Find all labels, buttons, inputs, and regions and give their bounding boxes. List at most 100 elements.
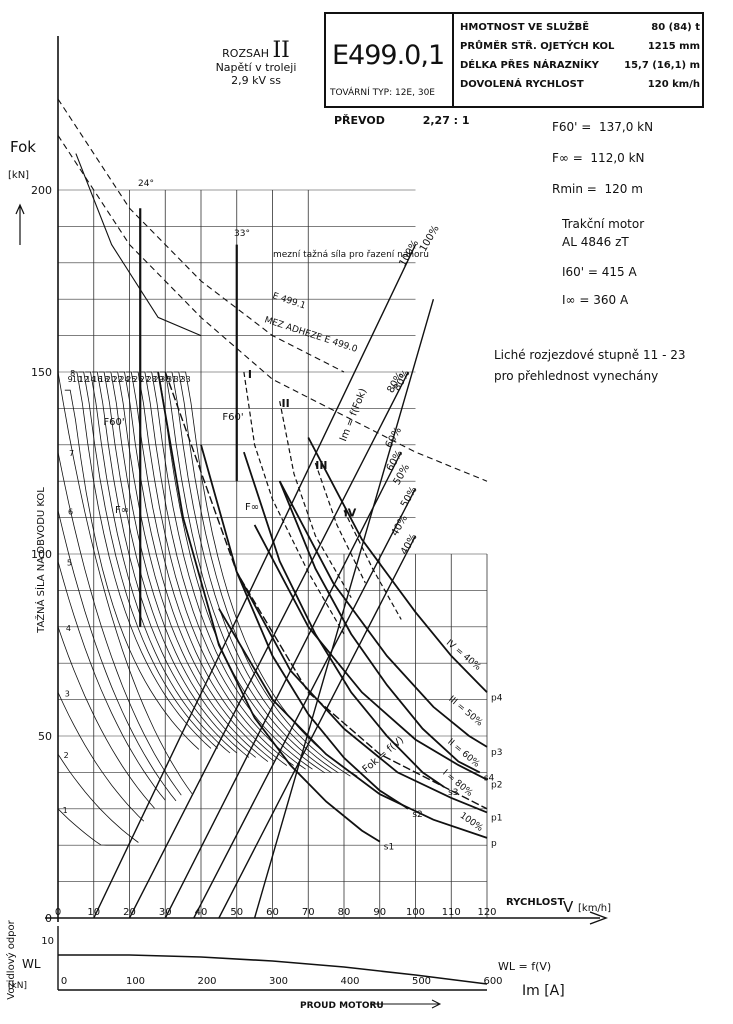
current-tick-label: 400 — [340, 976, 359, 987]
run-step-curve — [243, 451, 445, 788]
current-tick-label: 500 — [412, 976, 431, 987]
motor-iinf: I∞ = 360 A — [562, 293, 629, 307]
spec-box: E499.0,1 TOVÁRNÍ TYP: 12E, 30E HMOTNOST … — [324, 12, 704, 108]
step-label: 20 — [106, 375, 116, 384]
x-axis-label: RYCHLOST — [506, 897, 564, 908]
y-tick-label: 0 — [45, 912, 52, 925]
run-step-label: s4 — [484, 773, 495, 783]
x-axis-symbol: V — [563, 898, 574, 916]
run-step-curve — [278, 480, 481, 774]
run-step-curve — [307, 437, 488, 693]
shift-limit-curve — [75, 153, 202, 337]
step-label: 8 — [70, 369, 75, 378]
step-label: 7 — [69, 449, 74, 458]
step-label: 4 — [66, 624, 71, 633]
resistance-curve — [58, 954, 488, 985]
step-label: 25 — [126, 375, 136, 384]
run-step-curve — [278, 480, 488, 748]
spec-row: PRŮMĚR STŘ. OJETÝCH KOL 1215 mm — [460, 41, 700, 52]
step-label: 29 — [153, 375, 163, 384]
starting-step-curve — [57, 626, 155, 809]
starting-step-curve — [92, 371, 238, 754]
run-step-label: p4 — [491, 693, 503, 703]
field-limit-curve — [314, 462, 366, 584]
starting-step-curve — [166, 371, 339, 774]
step-label: 24 — [119, 375, 129, 384]
step-label: 27 — [140, 375, 150, 384]
field-percent-label: 100% — [458, 811, 485, 834]
voltage-label: Napětí v troleji — [215, 61, 297, 74]
fok-curve-label: Fok = f(V) — [361, 735, 407, 776]
starting-step-curve — [64, 389, 200, 750]
range-roman: II — [272, 38, 290, 63]
finf-marker: F∞ — [245, 502, 259, 513]
step-label: 26 — [133, 375, 143, 384]
field-percent-label: 100% — [418, 224, 442, 254]
current-line — [164, 451, 402, 919]
spec-row: DÉLKA PŘES NÁRAZNÍKY 15,7 (16,1) m — [460, 60, 700, 71]
current-tick-label: 300 — [269, 976, 288, 987]
adhesion-limit-label: MEZ ADHEZE E 499.0 — [263, 315, 359, 355]
motor-type: AL 4846 zT — [562, 235, 629, 249]
motor-title: Trakční motor — [562, 217, 645, 231]
im-curve — [253, 299, 435, 919]
step-label: 3 — [65, 689, 70, 698]
force-row: F∞ = 112,0 kN — [552, 151, 645, 165]
step-label: 1 — [63, 806, 68, 815]
y-tick-label: 50 — [38, 730, 52, 743]
step-label: 32 — [174, 375, 184, 384]
field-percent-label: 40% — [390, 513, 411, 538]
starting-step-curve — [57, 510, 177, 802]
x-tick-label: 100 — [406, 907, 425, 918]
voltage-value: 2,9 kV ss — [231, 74, 281, 87]
note-line2: pro přehlednost vynechány — [494, 369, 659, 383]
e4991-label: E 499.1 — [271, 291, 307, 311]
current-line — [93, 244, 417, 919]
x-axis-unit: [km/h] — [578, 903, 611, 914]
current-axis-label: PROUD MOTORU — [300, 1001, 384, 1011]
x-tick-label: 110 — [442, 907, 461, 918]
x-axis-arrow — [589, 911, 608, 925]
field-limit-curve — [343, 510, 402, 620]
current-line-label: 50% — [399, 485, 420, 510]
step-label: 9 — [68, 375, 73, 384]
run-step-label: p2 — [491, 781, 502, 791]
y-axis-unit: [kN] — [8, 170, 29, 181]
x-tick-label: 120 — [477, 907, 496, 918]
step-label: 28 — [147, 375, 157, 384]
step-label: 22 — [113, 375, 123, 384]
starting-step-curve — [112, 371, 269, 762]
motor-block: Trakční motor AL 4846 zT I60' = 415 A I∞… — [562, 212, 644, 312]
current-tick-label: 200 — [197, 976, 216, 987]
x-tick-label: 40 — [195, 907, 208, 918]
run-step-curve — [157, 371, 381, 843]
starting-step-curve — [119, 371, 275, 762]
starting-step-curve — [57, 371, 193, 795]
starting-step-curve — [71, 371, 212, 749]
resistance-tick-label: 10 — [41, 936, 54, 947]
range-label: ROZSAH — [222, 47, 269, 60]
starting-step-curve — [125, 371, 288, 766]
field-limit-label: II — [282, 397, 290, 410]
current-tick-label: 0 — [61, 976, 67, 987]
y-tick-label: 150 — [31, 366, 52, 379]
resistance-axis-label: Vozidlový odpor — [5, 919, 17, 999]
run-step-label: s1 — [384, 843, 394, 853]
spec-row: HMOTNOST VE SLUŽBĚ 80 (84) t — [460, 22, 700, 33]
note-block: Liché rozjezdové stupně 11 - 23 pro přeh… — [494, 345, 685, 387]
field-limit-label: IV — [344, 506, 357, 519]
starting-step-curve — [98, 371, 250, 758]
x-tick-label: 80 — [338, 907, 351, 918]
y-tick-label: 100 — [31, 548, 52, 561]
finf-marker: F∞ — [115, 505, 129, 516]
shift-limit-label: mezní tažná síla pro řazení nahoru — [273, 250, 429, 260]
y-axis-label: TAŽNÁ SÍLA NA OBVODU KOL — [34, 487, 47, 634]
x-tick-label: 70 — [302, 907, 315, 918]
x-tick-label: 50 — [230, 907, 243, 918]
current-tick-label: 600 — [483, 976, 502, 987]
starting-step-curve — [57, 692, 145, 822]
run-step-label: p1 — [491, 813, 502, 823]
run-step-curve — [218, 608, 488, 839]
run-step-curve — [253, 524, 488, 781]
